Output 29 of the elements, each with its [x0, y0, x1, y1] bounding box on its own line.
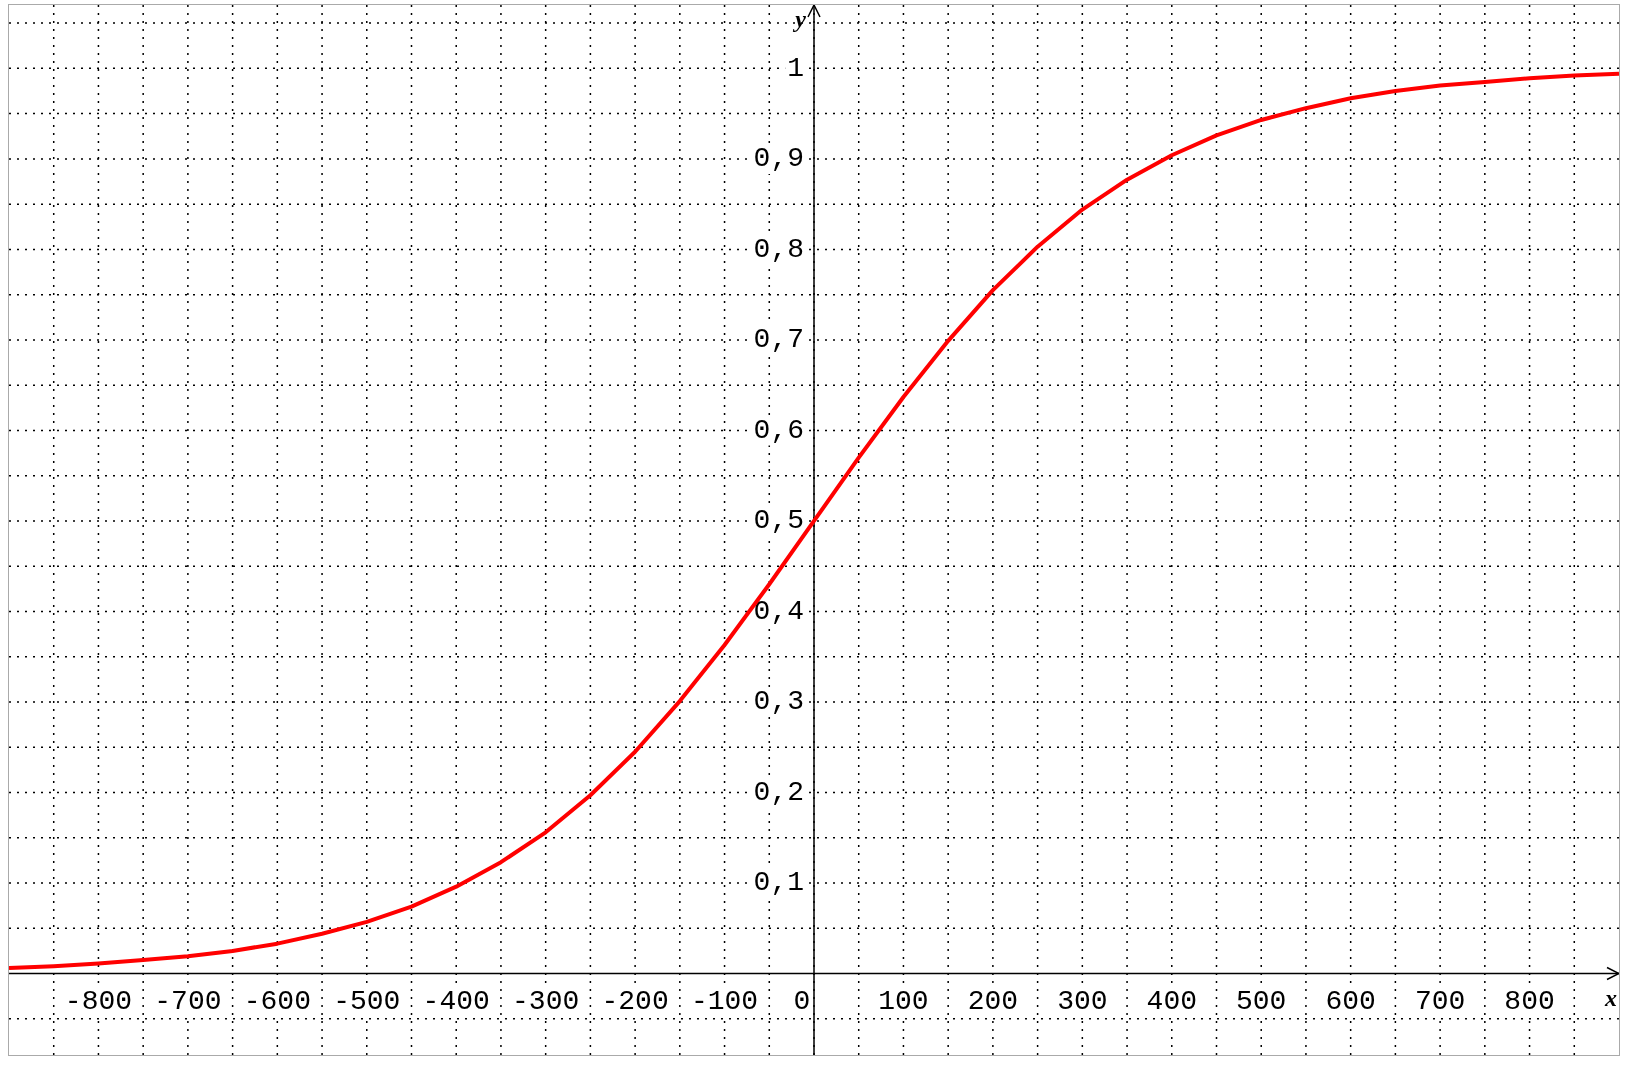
- x-tick-label: -800: [64, 985, 133, 1017]
- y-tick-label: 0,7: [753, 324, 804, 356]
- x-tick-label: 200: [967, 985, 1019, 1017]
- x-tick-label: 300: [1057, 985, 1108, 1017]
- x-tick-label: -500: [333, 985, 401, 1017]
- x-tick-label: 100: [878, 985, 929, 1017]
- x-tick-label: -300: [512, 985, 580, 1017]
- y-tick-label: 0,3: [753, 686, 804, 718]
- x-tick-label: -600: [243, 985, 311, 1017]
- y-tick-label: 0,9: [753, 143, 804, 175]
- y-tick-label: 0,1: [753, 867, 804, 899]
- y-tick-label: 0,4: [753, 595, 804, 627]
- x-tick-label: -100: [690, 985, 759, 1017]
- x-tick-label: -700: [154, 985, 222, 1017]
- x-tick-label: -200: [601, 985, 669, 1017]
- x-tick-label: 0: [793, 985, 811, 1017]
- y-tick-label: 0,6: [753, 414, 804, 446]
- y-tick-label: 0,2: [753, 776, 804, 808]
- x-tick-label: 400: [1146, 985, 1197, 1017]
- y-tick-label: 0,8: [753, 233, 804, 265]
- x-tick-label: 500: [1236, 985, 1287, 1017]
- y-axis-title: y: [792, 6, 807, 33]
- x-tick-label: -400: [422, 985, 490, 1017]
- y-tick-label: 0,5: [753, 505, 804, 537]
- y-tick-label: 1: [787, 52, 804, 84]
- x-tick-label: 700: [1414, 985, 1466, 1017]
- x-tick-label: 800: [1504, 985, 1555, 1017]
- x-axis-title: x: [1604, 984, 1617, 1011]
- x-tick-label: 600: [1325, 985, 1376, 1017]
